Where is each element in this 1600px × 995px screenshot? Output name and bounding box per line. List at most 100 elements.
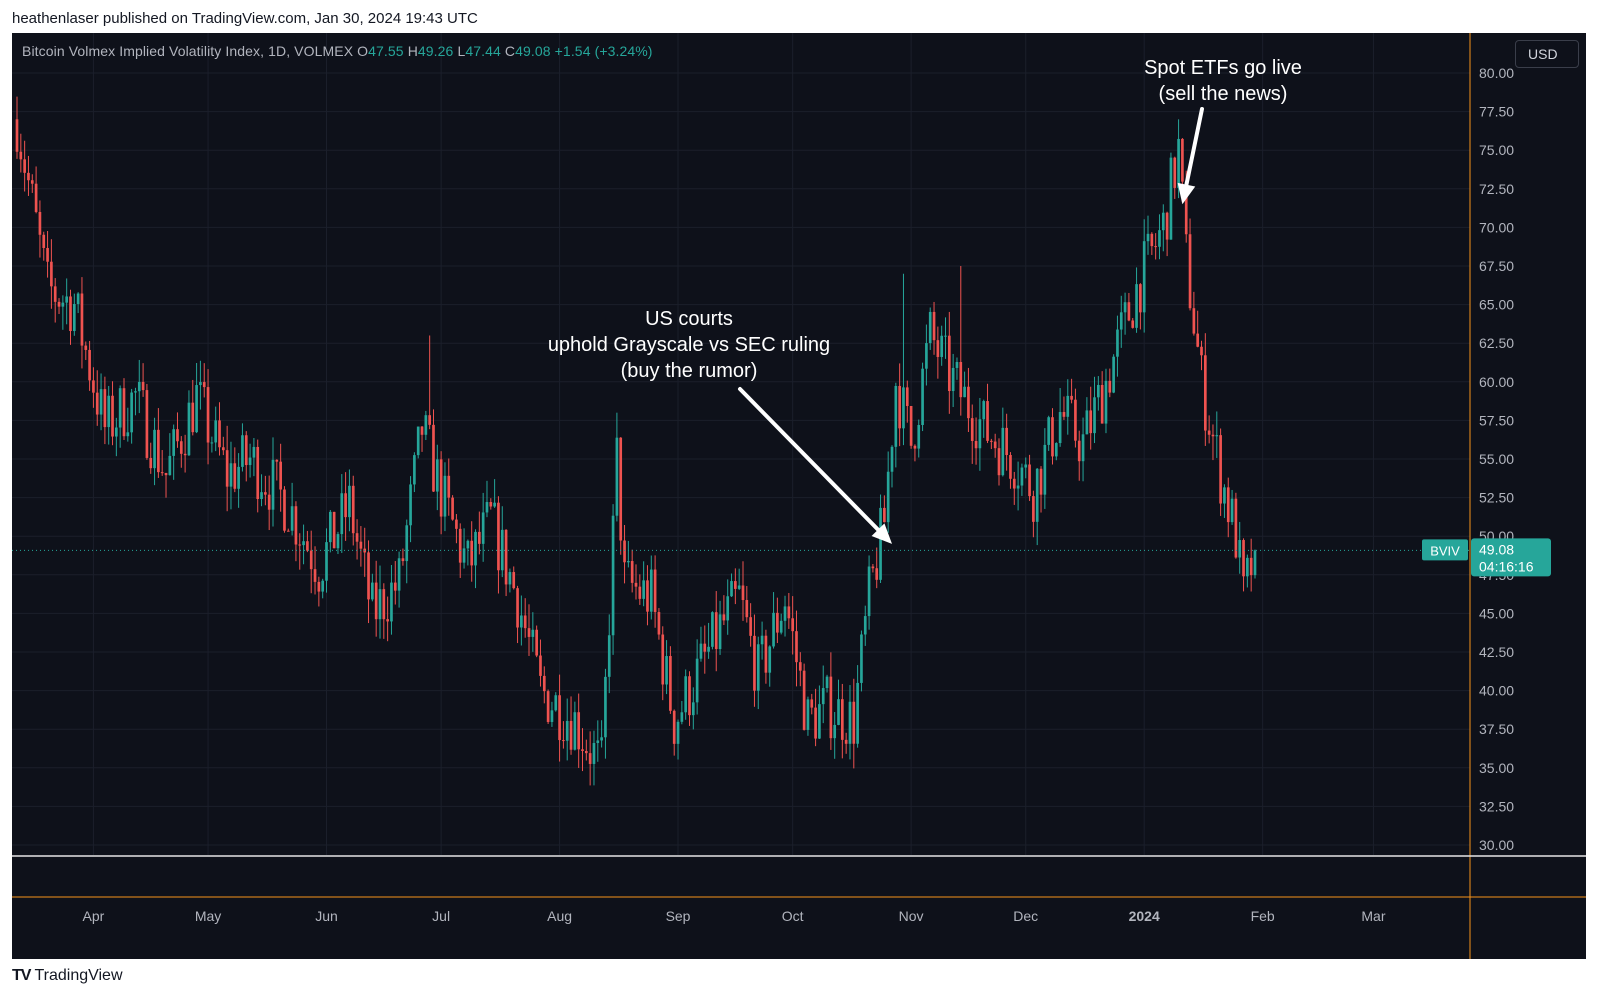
candle [409,476,412,543]
currency-button[interactable]: USD [1515,40,1579,68]
candle [642,561,645,607]
candle [756,636,760,710]
candle [336,531,340,555]
candle [741,561,745,621]
candle [1054,442,1058,461]
candle [237,453,240,508]
candle [581,728,584,772]
candle [542,666,546,704]
candle [936,326,940,379]
candle [325,528,328,593]
candle [814,688,817,747]
candle [218,402,221,456]
candle [779,613,783,635]
candle [290,482,294,536]
candle [256,439,260,513]
candle [963,371,966,398]
candle [187,390,191,457]
candle [764,629,768,684]
candle [191,379,195,436]
candle [241,423,244,472]
candle [481,492,485,562]
candle [512,566,516,590]
candle [1165,211,1169,257]
candle [1146,215,1150,255]
chart-panel[interactable]: US courts uphold Grayscale vs SEC ruling (… [12,33,1586,959]
candle [997,438,1001,486]
candle [313,546,317,595]
candle [1123,292,1127,335]
candle [332,511,336,549]
candlestick-chart[interactable]: US courts uphold Grayscale vs SEC ruling (… [12,33,1586,959]
candle [390,564,393,635]
candle [558,674,561,762]
candle [749,603,752,647]
candle [584,739,588,761]
candle [703,625,707,674]
candle [80,277,84,369]
candle [447,458,451,516]
candle [844,732,848,754]
candle [619,437,623,555]
legend-open: 47.55 [368,43,404,59]
candle [179,436,183,468]
publisher-caption: heathenlaser published on TradingView.co… [12,10,478,27]
y-tick-label: 52.50 [1479,490,1514,506]
candle [1009,452,1012,489]
annotation-text: US courts [645,308,733,330]
legend-high: 49.26 [417,43,454,59]
candle [970,404,974,464]
candle [787,592,791,629]
candle [149,442,153,474]
candle [1158,214,1161,260]
x-tick-label: Oct [782,908,804,924]
candle [760,621,764,660]
candle [802,663,806,731]
legend-open-label: O [357,43,369,59]
candle [1047,415,1051,451]
candle [1108,368,1112,398]
candle [206,369,210,465]
candle [1230,489,1234,525]
candle [810,693,814,715]
candle [1139,283,1142,330]
candle [103,376,107,445]
y-tick-label: 65.00 [1479,297,1514,313]
tradingview-logo[interactable]: TV TradingView [12,967,123,985]
candle [61,295,65,330]
candle [493,479,496,508]
y-tick-label: 37.50 [1479,721,1514,737]
candle [115,417,118,457]
candle [691,687,695,730]
candle [967,367,970,432]
candle [455,514,458,544]
candle [688,671,691,726]
candle [978,397,982,471]
candle [504,529,508,597]
candle [283,486,286,533]
candle [69,289,72,345]
candle [562,721,565,749]
candle [38,200,42,258]
candle [573,701,577,751]
candle [1200,340,1203,371]
candle [925,324,928,386]
candle [474,529,477,589]
candle [267,475,271,531]
candle [214,406,218,452]
candle [928,307,932,350]
candle [1211,424,1215,461]
candle [630,549,634,593]
candle [955,357,959,380]
candle [382,583,386,639]
candle [1203,333,1207,446]
candle [523,598,527,638]
candle [852,678,856,769]
candle [856,665,859,748]
candle [416,426,420,459]
symbol-badge [1422,539,1468,561]
candle [569,696,573,755]
candle [1249,538,1253,592]
candle [1077,430,1081,481]
x-tick-label: May [195,908,221,924]
